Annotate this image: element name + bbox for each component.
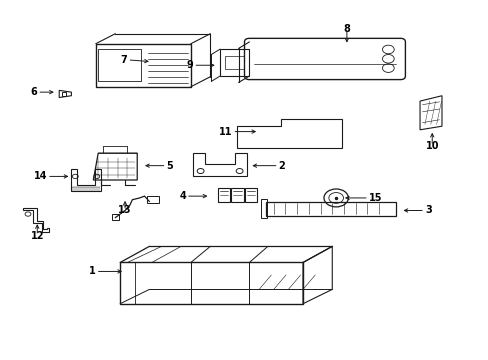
Bar <box>231 188 243 202</box>
Text: 1: 1 <box>89 266 96 276</box>
Bar <box>217 188 229 202</box>
Bar <box>112 214 119 220</box>
Text: 2: 2 <box>278 161 285 171</box>
Text: 4: 4 <box>179 191 185 201</box>
Bar <box>244 188 257 202</box>
Bar <box>220 49 249 76</box>
Bar <box>147 196 159 203</box>
Text: 13: 13 <box>118 206 131 216</box>
Bar <box>266 202 395 216</box>
Bar <box>260 199 267 218</box>
Text: 12: 12 <box>30 231 44 240</box>
Text: 11: 11 <box>218 127 232 136</box>
Text: 6: 6 <box>30 87 37 97</box>
Text: 7: 7 <box>121 55 127 65</box>
Text: 8: 8 <box>343 24 349 35</box>
Bar <box>224 56 244 69</box>
Text: 9: 9 <box>186 60 193 70</box>
Text: 14: 14 <box>34 171 47 181</box>
Text: 15: 15 <box>368 193 382 203</box>
Text: 3: 3 <box>424 206 431 216</box>
Bar <box>98 49 141 81</box>
Text: 10: 10 <box>425 141 438 151</box>
Text: 5: 5 <box>166 161 173 171</box>
